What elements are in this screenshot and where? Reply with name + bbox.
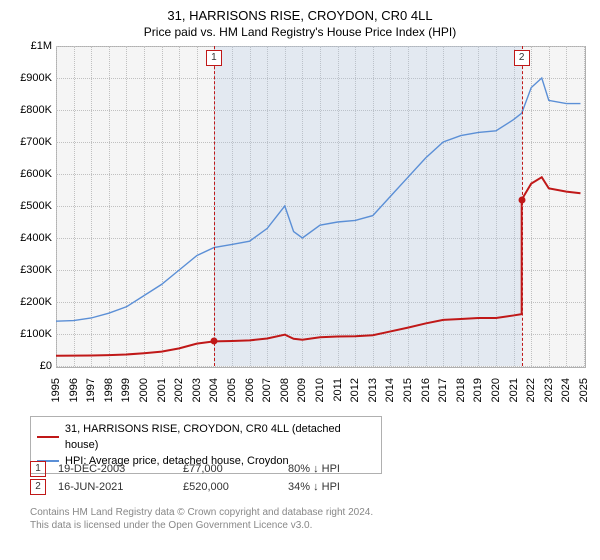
marker-line-2 bbox=[522, 46, 523, 366]
marker-line-1 bbox=[214, 46, 215, 366]
chart-container: 31, HARRISONS RISE, CROYDON, CR0 4LL Pri… bbox=[0, 0, 600, 560]
series-svg bbox=[0, 0, 600, 560]
series-line-pricepaid bbox=[56, 177, 580, 356]
marker-point-2 bbox=[518, 196, 525, 203]
marker-label-1: 1 bbox=[206, 50, 222, 66]
marker-point-1 bbox=[210, 338, 217, 345]
marker-label-2: 2 bbox=[514, 50, 530, 66]
series-line-hpi bbox=[56, 78, 580, 321]
